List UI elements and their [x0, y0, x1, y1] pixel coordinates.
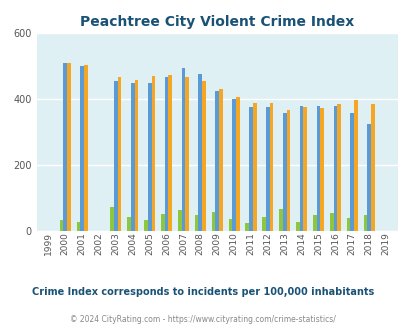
Bar [282, 113, 286, 231]
Bar [80, 66, 84, 231]
Bar [320, 108, 323, 231]
Bar [228, 219, 232, 231]
Bar [353, 100, 357, 231]
Bar [130, 82, 134, 231]
Bar [198, 74, 202, 231]
Bar [194, 214, 198, 231]
Bar [333, 106, 337, 231]
Text: Crime Index corresponds to incidents per 100,000 inhabitants: Crime Index corresponds to incidents per… [32, 287, 373, 297]
Bar [303, 107, 307, 231]
Bar [337, 104, 340, 231]
Bar [312, 214, 316, 231]
Bar [269, 103, 273, 231]
Bar [252, 103, 256, 231]
Bar [63, 63, 67, 231]
Bar [370, 104, 374, 231]
Bar [245, 223, 249, 231]
Bar [235, 97, 239, 231]
Bar [144, 220, 147, 231]
Bar [177, 210, 181, 231]
Bar [161, 214, 164, 231]
Bar [249, 107, 252, 231]
Bar [67, 63, 70, 231]
Bar [110, 207, 114, 231]
Bar [127, 217, 130, 231]
Bar [84, 65, 87, 231]
Bar [316, 106, 320, 231]
Bar [232, 99, 235, 231]
Bar [60, 220, 63, 231]
Bar [147, 83, 151, 231]
Title: Peachtree City Violent Crime Index: Peachtree City Violent Crime Index [80, 15, 354, 29]
Bar [168, 75, 172, 231]
Bar [299, 106, 303, 231]
Bar [185, 77, 189, 231]
Bar [202, 81, 205, 231]
Bar [151, 76, 155, 231]
Bar [219, 89, 222, 231]
Bar [211, 212, 215, 231]
Bar [286, 110, 290, 231]
Bar [367, 124, 370, 231]
Bar [114, 81, 117, 231]
Bar [262, 217, 265, 231]
Bar [350, 113, 353, 231]
Bar [279, 209, 282, 231]
Bar [117, 77, 121, 231]
Bar [215, 91, 219, 231]
Bar [164, 77, 168, 231]
Bar [134, 80, 138, 231]
Bar [346, 218, 350, 231]
Bar [265, 107, 269, 231]
Bar [329, 213, 333, 231]
Bar [295, 222, 299, 231]
Text: © 2024 CityRating.com - https://www.cityrating.com/crime-statistics/: © 2024 CityRating.com - https://www.city… [70, 315, 335, 324]
Bar [181, 68, 185, 231]
Bar [77, 222, 80, 231]
Bar [363, 214, 367, 231]
